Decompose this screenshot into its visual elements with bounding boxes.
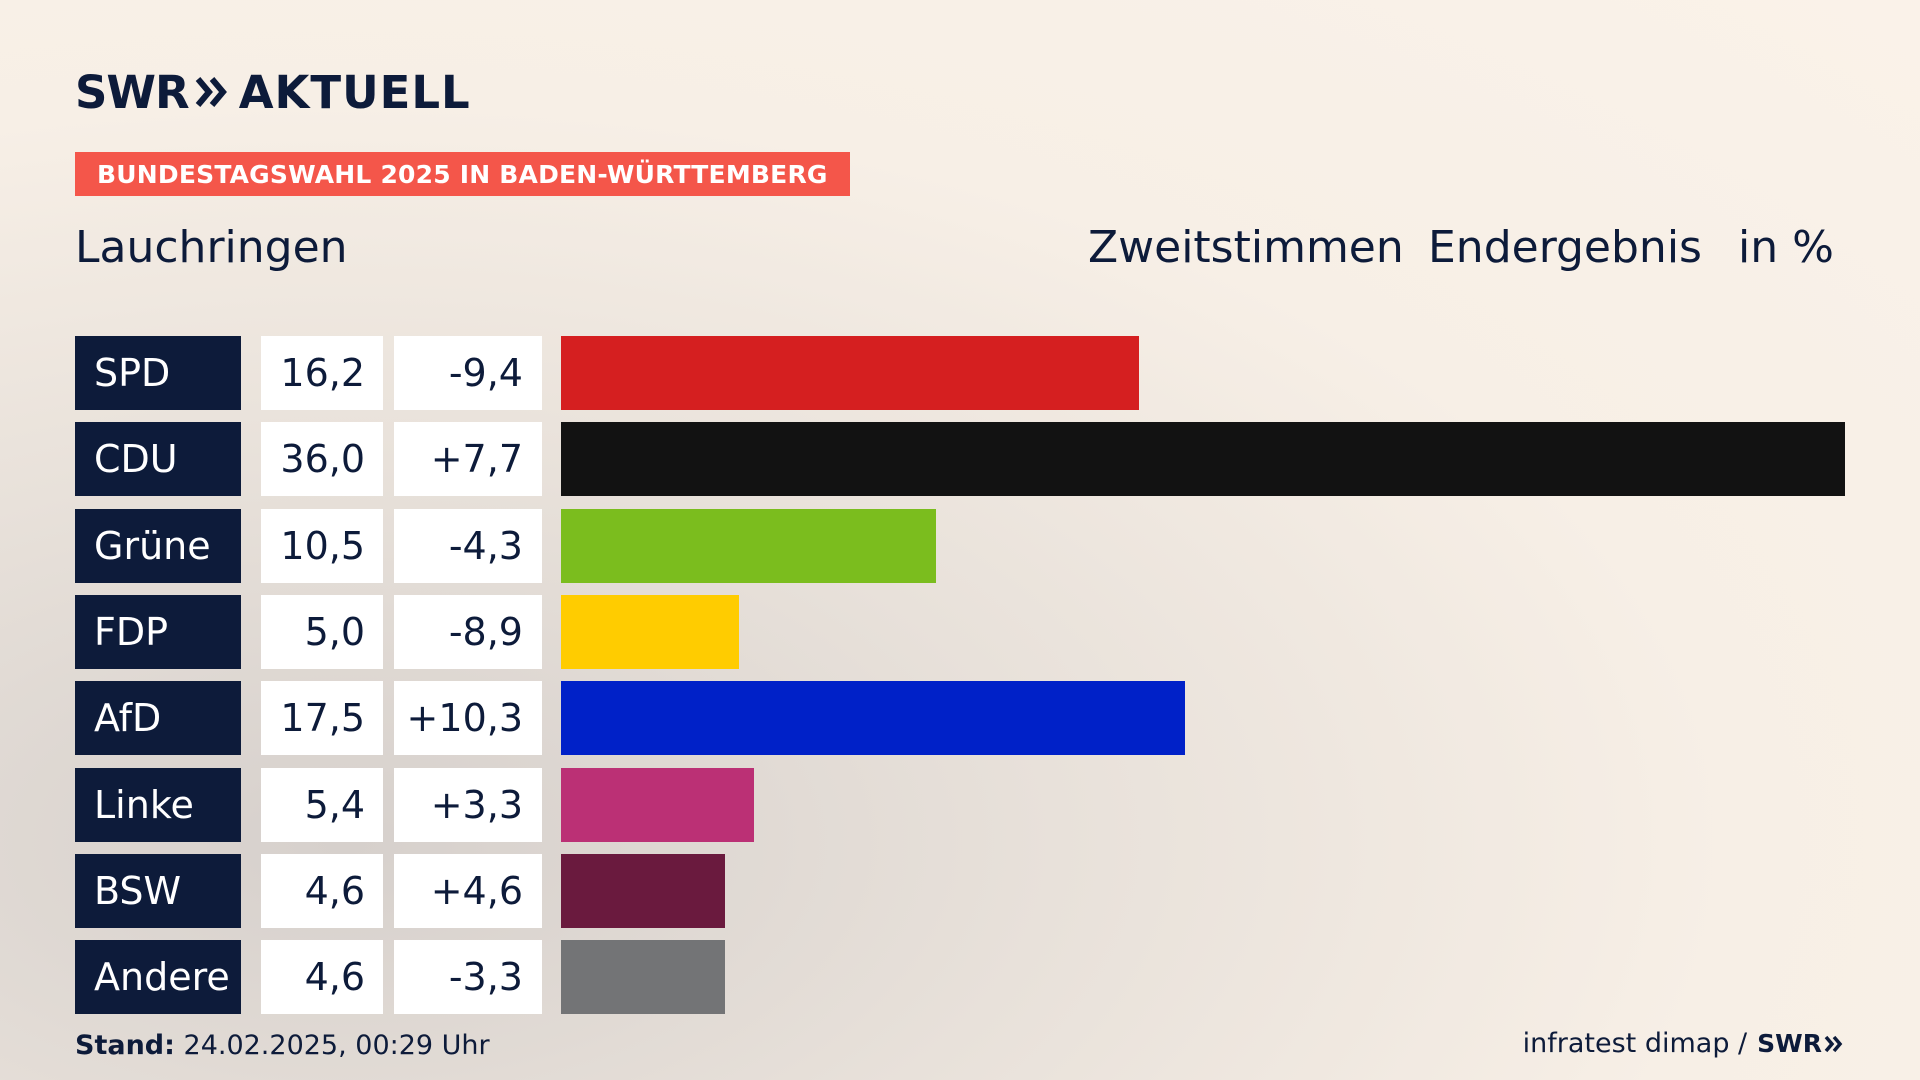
party-row: Grüne 10,5 -4,3	[0, 508, 1920, 583]
party-value: 36,0	[261, 422, 383, 497]
party-row: Linke 5,4 +3,3	[0, 767, 1920, 842]
logo-swr-text: SWR	[75, 65, 190, 119]
party-value: 5,4	[261, 767, 383, 842]
party-value: 17,5	[261, 681, 383, 756]
logo-aktuell-text: AKTUELL	[238, 65, 471, 119]
stand-value: 24.02.2025, 00:29 Uhr	[183, 1030, 490, 1061]
party-bar	[561, 940, 726, 1015]
header-unit: in %	[1738, 222, 1834, 273]
election-banner: BUNDESTAGSWAHL 2025 IN BADEN-WÜRTTEMBERG	[75, 152, 850, 196]
party-bar	[561, 767, 754, 842]
party-change: -9,4	[394, 336, 542, 410]
party-label: CDU	[75, 422, 241, 497]
party-value: 4,6	[261, 853, 383, 928]
party-value: 10,5	[261, 508, 383, 583]
party-change: -3,3	[394, 940, 542, 1015]
party-change: +3,3	[394, 767, 542, 842]
party-label: BSW	[75, 853, 241, 928]
source-text: infratest dimap /	[1522, 1028, 1748, 1059]
party-value: 5,0	[261, 594, 383, 669]
party-label: SPD	[75, 336, 241, 410]
swr-aktuell-logo: SWR AKTUELL	[75, 65, 471, 119]
party-bar	[561, 422, 1845, 497]
source-brand: SWR	[1757, 1029, 1822, 1058]
party-value: 16,2	[261, 336, 383, 410]
party-row: Andere 4,6 -3,3	[0, 940, 1920, 1015]
party-change: -8,9	[394, 594, 542, 669]
party-change: -4,3	[394, 508, 542, 583]
party-row: SPD 16,2 -9,4	[0, 336, 1920, 410]
header-status: Endergebnis	[1428, 222, 1702, 273]
party-label: Andere	[75, 940, 241, 1015]
party-value: 4,6	[261, 940, 383, 1015]
party-change: +4,6	[394, 853, 542, 928]
party-label: Grüne	[75, 508, 241, 583]
party-bar	[561, 681, 1186, 756]
header-vote-type: Zweitstimmen	[1088, 222, 1404, 273]
party-row: AfD 17,5 +10,3	[0, 681, 1920, 756]
double-chevron-small-icon	[1824, 1035, 1843, 1052]
party-row: CDU 36,0 +7,7	[0, 422, 1920, 497]
party-bar	[561, 853, 726, 928]
party-change: +10,3	[394, 681, 542, 756]
place-title: Lauchringen	[75, 222, 348, 273]
party-label: Linke	[75, 767, 241, 842]
party-label: FDP	[75, 594, 241, 669]
double-chevron-icon	[195, 77, 227, 107]
party-change: +7,7	[394, 422, 542, 497]
party-row: BSW 4,6 +4,6	[0, 853, 1920, 928]
source-credit: infratest dimap / SWR	[1523, 1028, 1844, 1059]
party-row: FDP 5,0 -8,9	[0, 594, 1920, 669]
party-bar	[561, 336, 1139, 410]
timestamp: Stand: 24.02.2025, 00:29 Uhr	[75, 1030, 490, 1061]
party-bar	[561, 594, 740, 669]
stand-label: Stand:	[75, 1030, 175, 1061]
party-label: AfD	[75, 681, 241, 756]
party-bar	[561, 508, 936, 583]
